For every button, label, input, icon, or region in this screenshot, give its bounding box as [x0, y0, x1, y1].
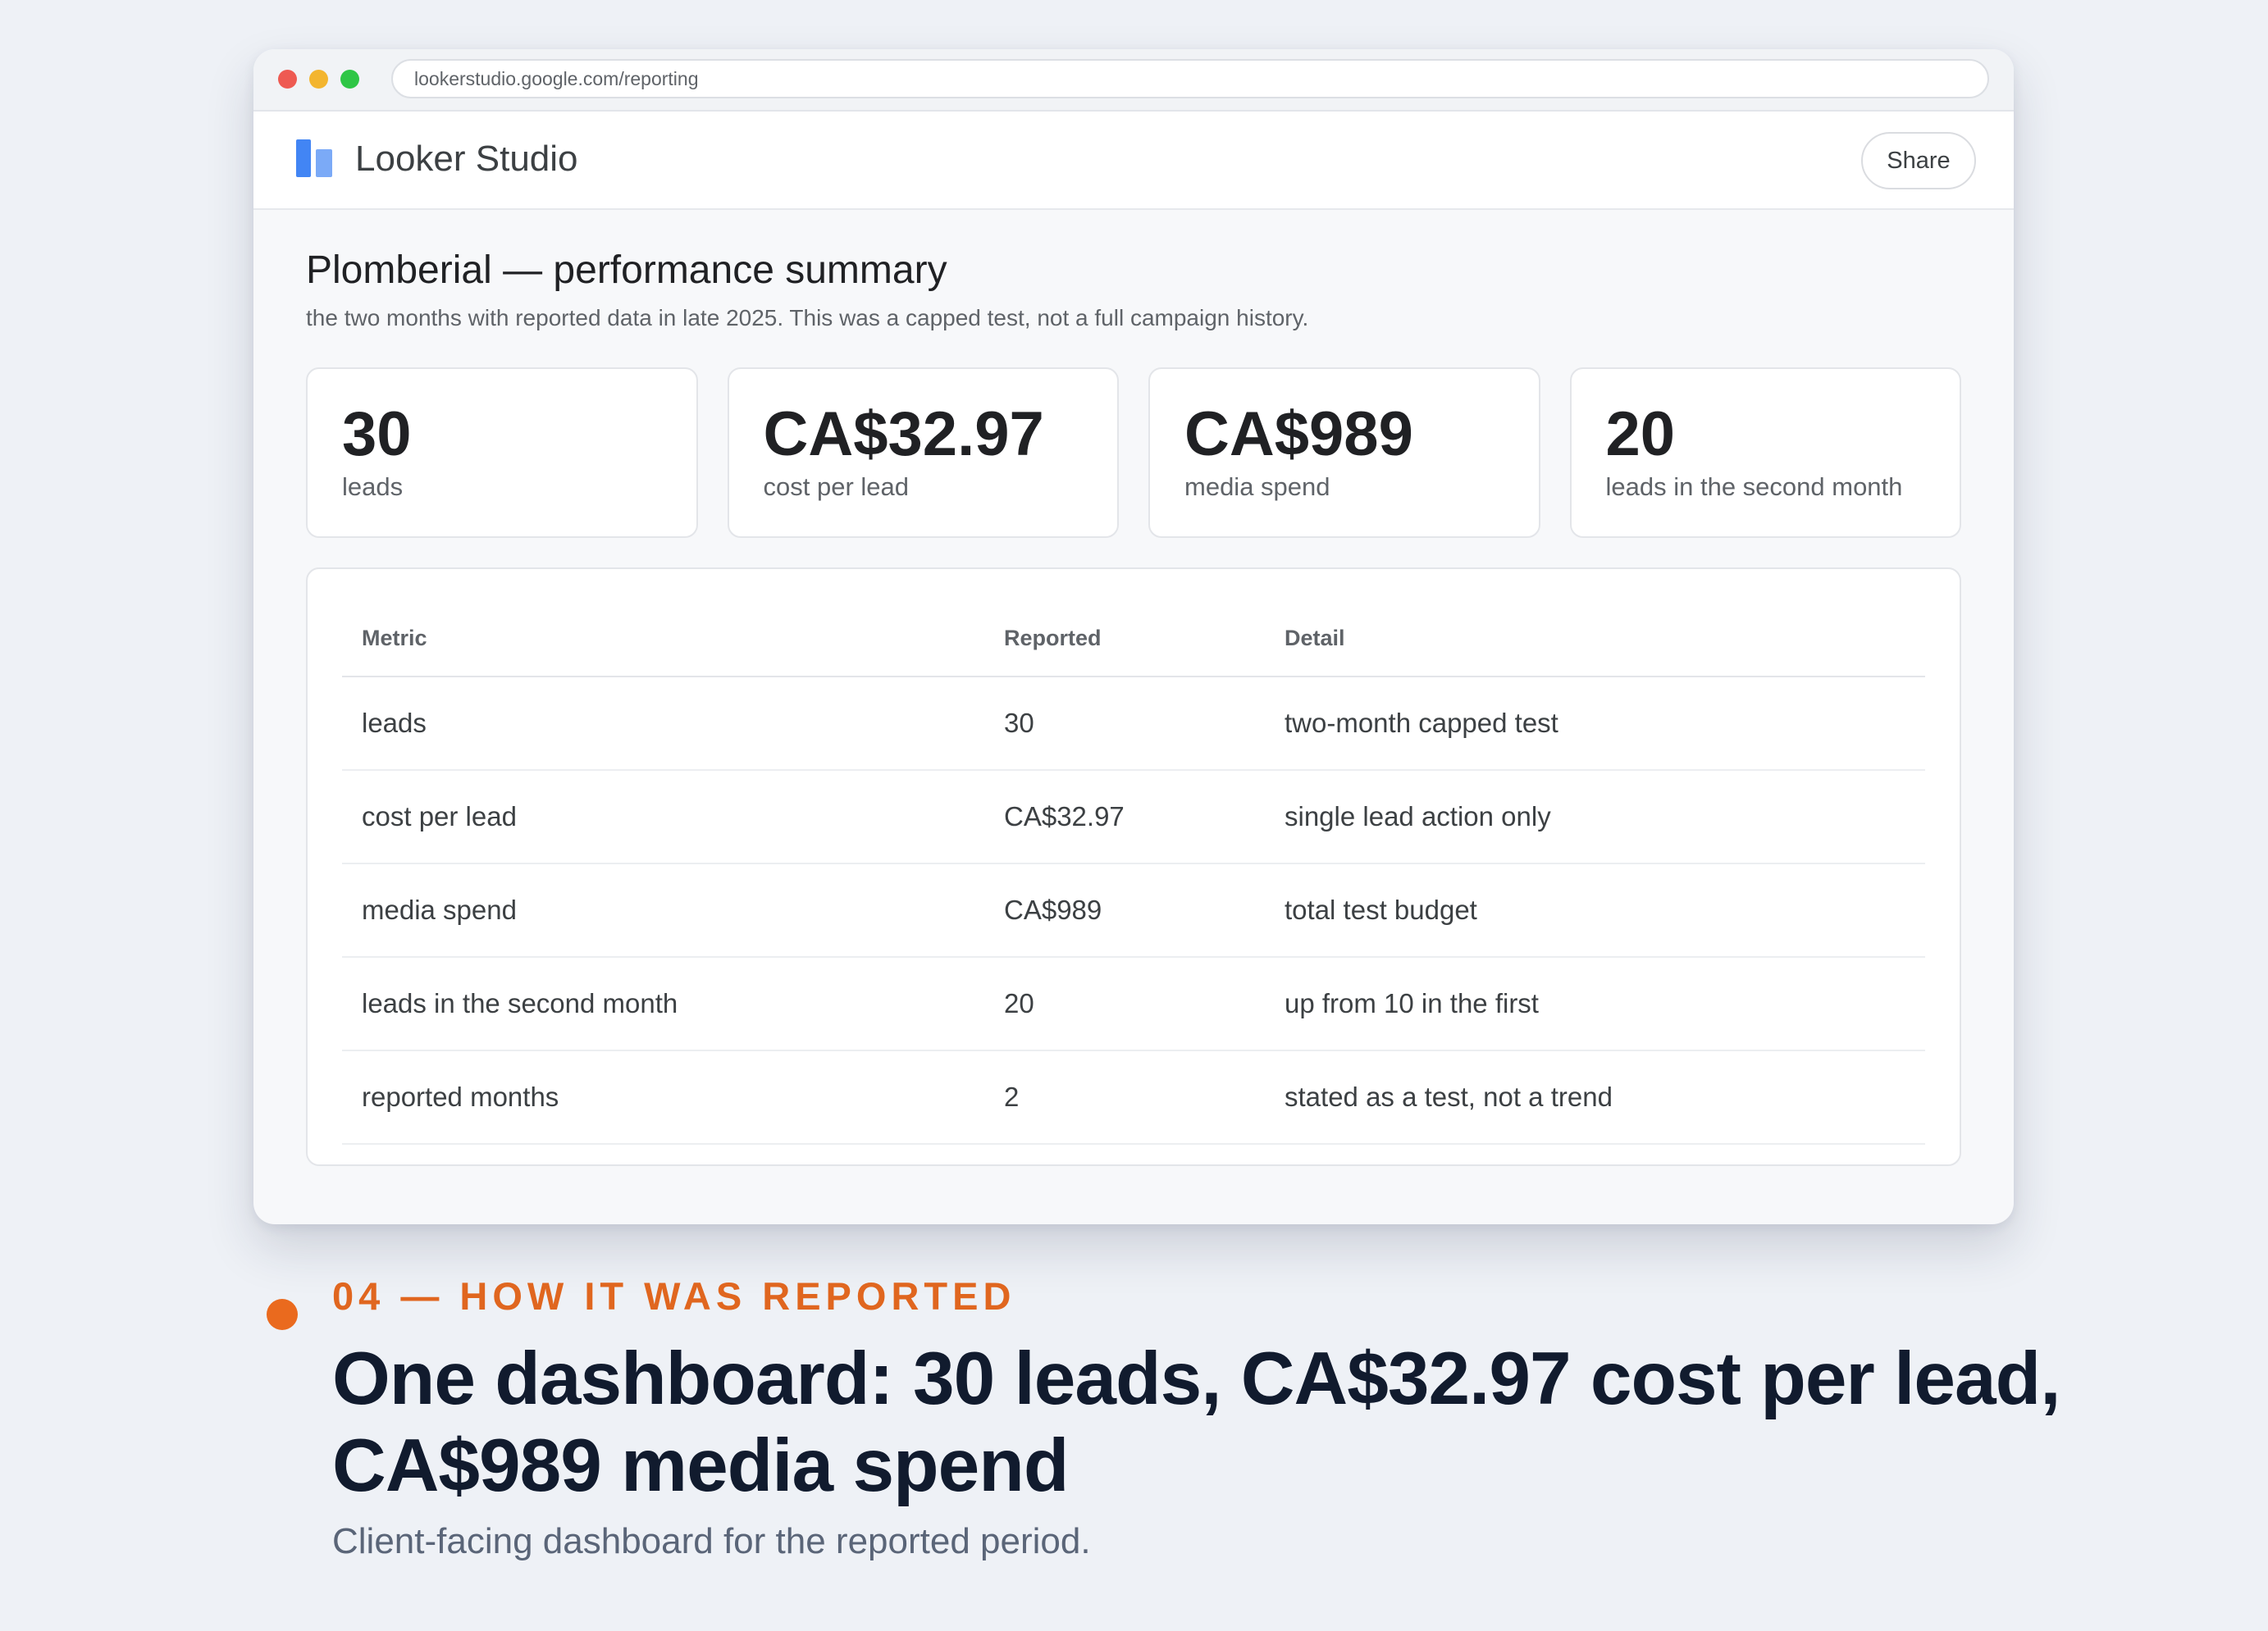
- cell-metric: leads: [342, 677, 984, 771]
- bullet-dot: [267, 1299, 298, 1330]
- cell-metric: media spend: [342, 863, 984, 958]
- cell-metric: leads in the second month: [342, 957, 984, 1051]
- cell-detail: up from 10 in the first: [1265, 957, 1925, 1051]
- cell-reported: 30: [984, 677, 1265, 771]
- kpi-card-cost-per-lead: CA$32.97 cost per lead: [727, 367, 1119, 538]
- app-header: Looker Studio Share: [253, 112, 2014, 210]
- minimize-window-button[interactable]: [309, 70, 328, 89]
- table-row: media spend CA$989 total test budget: [342, 863, 1925, 958]
- metrics-table-card: Metric Reported Detail leads 30 two-mont…: [306, 567, 1961, 1166]
- cell-detail: single lead action only: [1265, 770, 1925, 864]
- headline-line-2: CA$989 media spend: [332, 1424, 1069, 1507]
- report-subtitle: the two months with reported data in lat…: [306, 305, 1309, 330]
- table-row: reported months 2 stated as a test, not …: [342, 1050, 1925, 1145]
- maximize-window-button[interactable]: [340, 70, 359, 89]
- kpi-label: media spend: [1184, 472, 1330, 501]
- column-header-reported[interactable]: Reported: [984, 590, 1265, 677]
- cell-reported: 20: [984, 957, 1265, 1051]
- browser-window: lookerstudio.google.com/reporting Looker…: [253, 49, 2014, 1224]
- section-eyebrow: 04 — HOW IT WAS REPORTED: [332, 1274, 1016, 1318]
- cell-reported: 2: [984, 1050, 1265, 1145]
- cell-reported: CA$989: [984, 863, 1265, 958]
- looker-studio-logo-icon: [296, 139, 334, 177]
- kpi-value: CA$989: [1184, 399, 1413, 469]
- cell-detail: two-month capped test: [1265, 677, 1925, 771]
- slide-caption: 04 — HOW IT WAS REPORTED One dashboard: …: [332, 1273, 2170, 1564]
- report-canvas: Plomberial — performance summary the two…: [306, 246, 1961, 1166]
- metrics-table: Metric Reported Detail leads 30 two-mont…: [342, 590, 1925, 1145]
- slide-subcaption: Client-facing dashboard for the reported…: [332, 1521, 1091, 1561]
- app-name: Looker Studio: [355, 139, 578, 179]
- kpi-value: CA$32.97: [763, 399, 1044, 469]
- table-row: cost per lead CA$32.97 single lead actio…: [342, 770, 1925, 864]
- browser-chrome: lookerstudio.google.com/reporting: [253, 49, 2014, 112]
- slide-headline: One dashboard: 30 leads, CA$32.97 cost p…: [332, 1336, 2170, 1510]
- kpi-card-second-month-leads: 20 leads in the second month: [1569, 367, 1961, 538]
- column-header-metric[interactable]: Metric: [342, 590, 984, 677]
- share-button[interactable]: Share: [1861, 132, 1976, 189]
- cell-detail: total test budget: [1265, 863, 1925, 958]
- kpi-card-leads: 30 leads: [306, 367, 698, 538]
- kpi-value: 20: [1605, 399, 1676, 469]
- headline-line-1: One dashboard: 30 leads, CA$32.97 cost p…: [332, 1337, 2060, 1420]
- cell-detail: stated as a test, not a trend: [1265, 1050, 1925, 1145]
- kpi-label: leads in the second month: [1605, 472, 1903, 501]
- table-row: leads 30 two-month capped test: [342, 677, 1925, 771]
- table-row: leads in the second month 20 up from 10 …: [342, 957, 1925, 1051]
- cell-metric: cost per lead: [342, 770, 984, 864]
- column-header-detail[interactable]: Detail: [1265, 590, 1925, 677]
- cell-metric: reported months: [342, 1050, 984, 1145]
- kpi-value: 30: [342, 399, 412, 469]
- kpi-label: leads: [342, 472, 404, 501]
- kpi-label: cost per lead: [763, 472, 910, 501]
- kpi-card-media-spend: CA$989 media spend: [1148, 367, 1540, 538]
- cell-reported: CA$32.97: [984, 770, 1265, 864]
- table-header-row: Metric Reported Detail: [342, 590, 1925, 677]
- report-title: Plomberial — performance summary: [306, 248, 947, 292]
- kpi-row: 30 leads CA$32.97 cost per lead CA$989 m…: [306, 367, 1961, 538]
- close-window-button[interactable]: [278, 70, 297, 89]
- address-bar[interactable]: lookerstudio.google.com/reporting: [391, 59, 1989, 98]
